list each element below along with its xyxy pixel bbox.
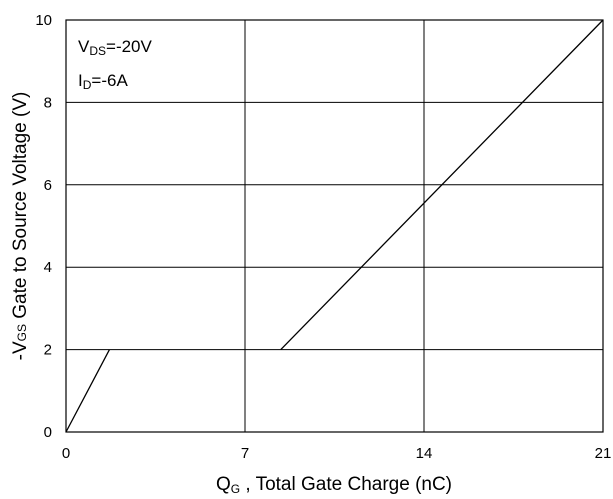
y-axis-label-pre: -V xyxy=(10,341,31,360)
y-tick-label-5: 10 xyxy=(35,12,52,29)
annotation-vds: VDS=-20V xyxy=(78,37,153,58)
annotation-vds-sub: DS xyxy=(89,44,106,58)
x-tick-label-1: 7 xyxy=(241,445,249,462)
x-tick-label-3: 21 xyxy=(595,445,612,462)
annotation-id-main: I xyxy=(78,71,83,90)
y-axis-label-rest: Gate to Source Voltage (V) xyxy=(10,92,31,324)
x-axis-label: QG , Total Gate Charge (nC) xyxy=(216,474,452,496)
annotation-vds-main: V xyxy=(78,37,90,56)
y-tick-label-1: 2 xyxy=(44,342,52,359)
series-line-1 xyxy=(280,19,604,351)
x-axis-label-sub: G xyxy=(231,482,240,496)
annotation-id-rest: =-6A xyxy=(91,71,128,90)
y-tick-labels: 0 2 4 6 8 10 xyxy=(35,12,52,441)
y-axis-label-sub: GS xyxy=(15,324,29,341)
x-tick-label-0: 0 xyxy=(62,445,70,462)
plot-frame xyxy=(65,19,604,433)
y-tick-label-4: 8 xyxy=(44,94,52,111)
y-axis-label: -VGS Gate to Source Voltage (V) xyxy=(10,92,31,361)
series-line-0 xyxy=(65,349,111,433)
x-axis-label-rest: , Total Gate Charge (nC) xyxy=(240,474,452,495)
x-axis-label-main: Q xyxy=(216,474,231,495)
y-tick-label-0: 0 xyxy=(44,424,52,441)
x-tick-labels: 0 7 14 21 xyxy=(62,445,612,462)
grid-lines xyxy=(65,19,604,433)
y-tick-label-2: 4 xyxy=(44,259,52,276)
annotation-id: ID=-6A xyxy=(78,71,128,92)
y-tick-label-3: 6 xyxy=(44,177,52,194)
annotation-vds-rest: =-20V xyxy=(106,37,152,56)
series-lines xyxy=(65,19,604,433)
x-tick-label-2: 14 xyxy=(416,445,433,462)
annotation-id-sub: D xyxy=(83,78,92,92)
